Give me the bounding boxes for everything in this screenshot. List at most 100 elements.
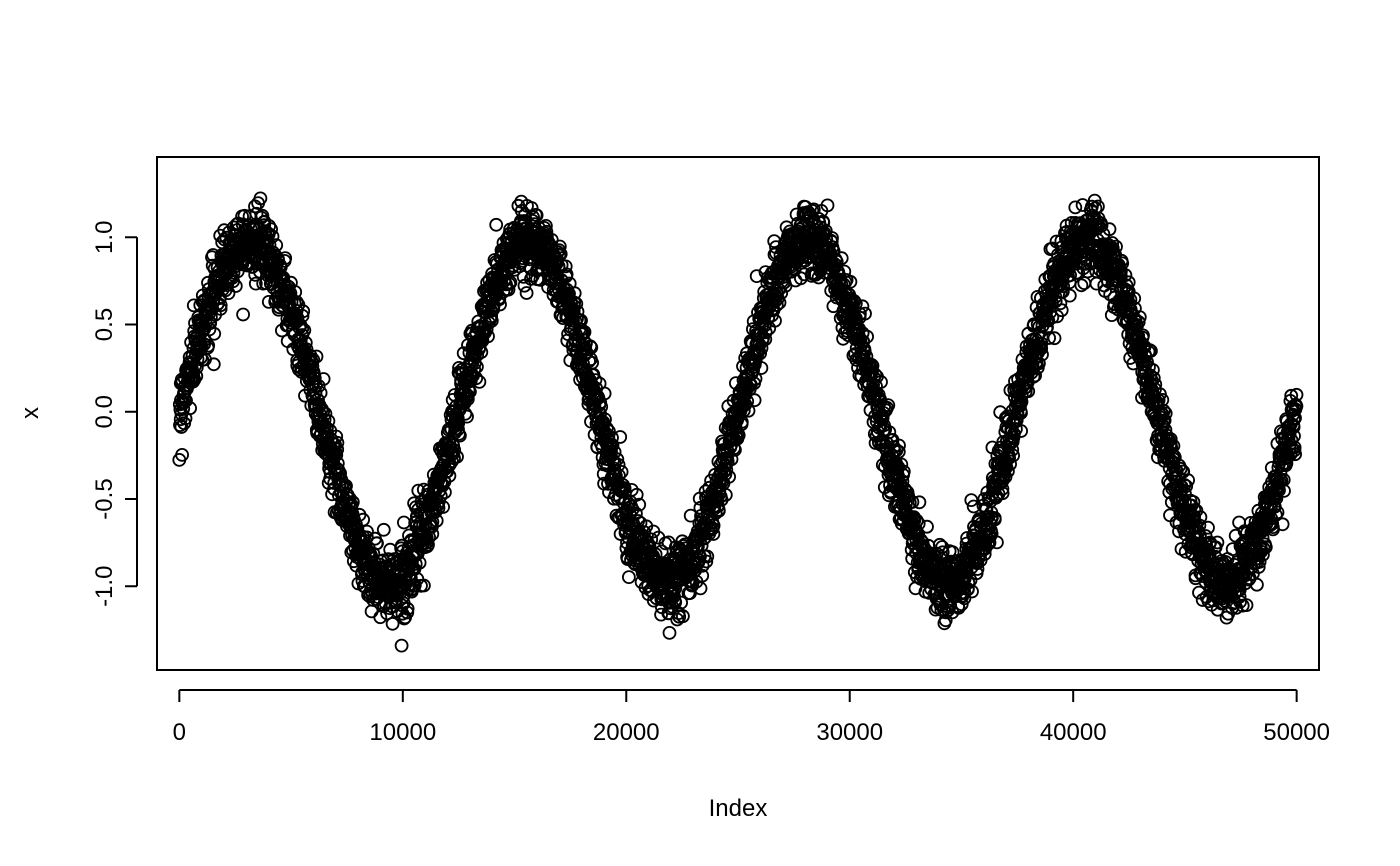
- data-point: [175, 447, 190, 462]
- data-point: [313, 385, 328, 400]
- data-point: [1163, 432, 1178, 447]
- data-point: [881, 398, 896, 413]
- data-point: [429, 513, 444, 528]
- data-point: [1045, 310, 1060, 325]
- data-point: [1288, 447, 1302, 462]
- data-point: [594, 399, 609, 414]
- data-point: [359, 530, 374, 545]
- data-point: [570, 304, 585, 319]
- data-point: [295, 308, 310, 323]
- data-point: [1192, 518, 1207, 533]
- data-point: [1062, 288, 1077, 303]
- data-point: [183, 401, 198, 416]
- data-point: [748, 371, 763, 386]
- data-point: [501, 282, 516, 297]
- data-point: [843, 274, 858, 289]
- data-point: [342, 491, 357, 506]
- data-point: [1158, 406, 1173, 421]
- data-point: [1275, 517, 1290, 532]
- data-point: [896, 464, 911, 479]
- data-point: [882, 425, 897, 440]
- data-point: [961, 575, 976, 590]
- data-point: [452, 428, 467, 443]
- data-point: [1109, 239, 1123, 254]
- data-point: [644, 532, 659, 547]
- data-point: [598, 412, 612, 427]
- data-point: [605, 438, 620, 453]
- data-point: [754, 361, 769, 375]
- data-point: [1286, 420, 1301, 434]
- data-point: [1146, 363, 1160, 377]
- data-point: [1014, 424, 1028, 438]
- data-point: [213, 301, 228, 316]
- data-point: [910, 513, 924, 528]
- data-point: [330, 442, 345, 457]
- data-point: [1132, 310, 1147, 325]
- data-point: [584, 340, 599, 355]
- data-point: [911, 526, 925, 541]
- data-point: [569, 296, 584, 311]
- x-tick-label: 20000: [593, 719, 660, 746]
- data-point: [308, 386, 323, 401]
- data-point: [552, 239, 567, 254]
- data-point: [503, 275, 518, 290]
- data-point: [990, 535, 1004, 550]
- x-tick-label: 40000: [1040, 719, 1107, 746]
- data-point: [1047, 331, 1062, 346]
- data-point: [1268, 508, 1283, 522]
- data-point: [467, 362, 482, 377]
- data-point: [892, 438, 906, 453]
- data-point: [316, 372, 331, 386]
- data-point: [407, 578, 422, 593]
- data-point: [1270, 505, 1285, 520]
- data-point: [1277, 483, 1291, 498]
- data-point: [489, 217, 504, 232]
- data-point: [718, 487, 733, 502]
- data-point: [1289, 387, 1304, 402]
- data-point: [753, 346, 767, 361]
- data-point: [995, 486, 1010, 501]
- data-point: [860, 329, 874, 344]
- y-tick-label: -1.0: [91, 566, 118, 607]
- data-point: [206, 357, 221, 372]
- data-point: [1131, 315, 1146, 329]
- data-point: [370, 536, 384, 551]
- data-point: [1074, 278, 1089, 293]
- data-point: [517, 278, 532, 293]
- data-point: [746, 363, 760, 378]
- data-point: [607, 445, 622, 459]
- data-point: [265, 229, 280, 244]
- data-point: [695, 568, 710, 583]
- data-point: [330, 435, 345, 450]
- data-point: [1179, 479, 1194, 494]
- data-point: [213, 298, 228, 313]
- data-point: [1127, 291, 1142, 306]
- data-point: [629, 487, 644, 502]
- x-axis: 0 10000 20000 30000 40000 50000: [173, 689, 1330, 746]
- data-point: [321, 414, 336, 428]
- data-point: [1042, 331, 1056, 345]
- data-point: [1251, 560, 1266, 574]
- data-point: [964, 493, 979, 508]
- data-point: [1283, 447, 1298, 462]
- data-point: [699, 554, 714, 569]
- data-point: [303, 348, 318, 363]
- data-point: [360, 524, 374, 539]
- data-point: [1193, 510, 1208, 524]
- data-point: [481, 329, 495, 344]
- data-point: [253, 191, 268, 206]
- data-point: [932, 537, 947, 552]
- data-point: [1006, 448, 1020, 463]
- data-point: [567, 286, 582, 301]
- data-point: [683, 508, 698, 523]
- data-point: [588, 373, 603, 388]
- data-point: [269, 238, 284, 253]
- data-point: [1157, 413, 1172, 428]
- data-point: [1119, 278, 1134, 293]
- data-point: [1003, 457, 1017, 472]
- data-point: [1252, 555, 1267, 569]
- data-point: [1210, 535, 1225, 550]
- data-point: [632, 497, 647, 512]
- data-point: [855, 299, 870, 314]
- data-point: [255, 208, 270, 223]
